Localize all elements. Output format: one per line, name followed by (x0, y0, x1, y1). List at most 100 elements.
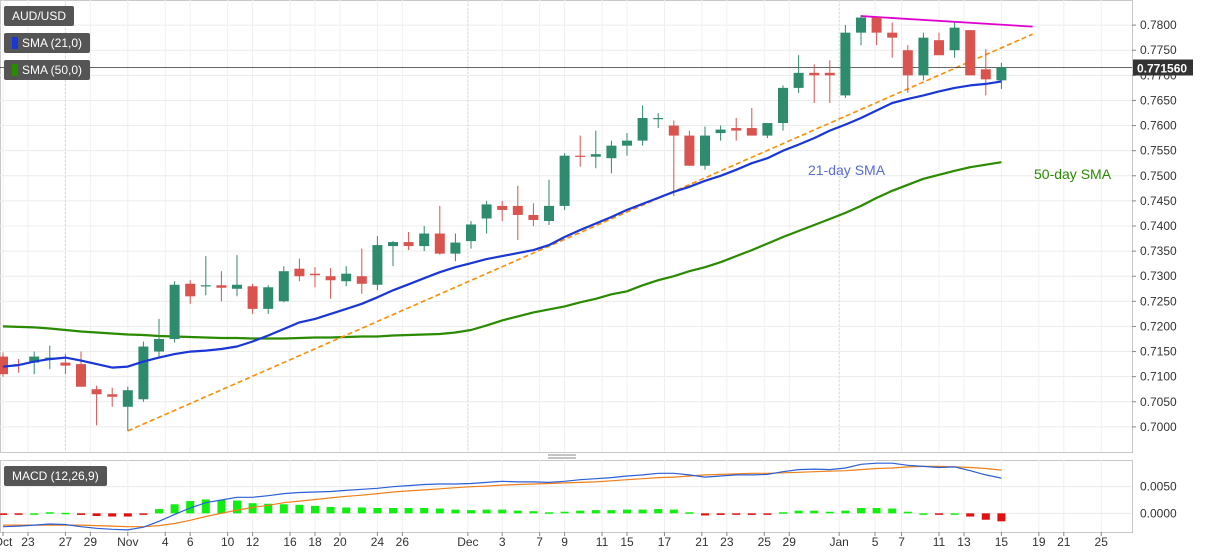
candle-body (325, 276, 336, 281)
candle-body (388, 242, 398, 247)
price-tick-label: 0.7750 (1140, 43, 1177, 57)
candle-body (372, 245, 383, 285)
time-tick-label: 23 (720, 535, 734, 549)
price-tick-label: 0.7400 (1140, 219, 1177, 233)
macd-histogram-bar (498, 509, 507, 514)
candle-body (746, 128, 757, 136)
macd-histogram-bar (591, 510, 600, 514)
macd-histogram-bar (669, 509, 678, 514)
macd-histogram-bar (857, 508, 865, 514)
macd-histogram-bar (123, 513, 132, 517)
time-tick-label: 13 (957, 535, 971, 549)
candle-body (559, 155, 570, 206)
time-tick-label: 21 (695, 535, 709, 549)
macd-histogram-bar (841, 510, 850, 514)
macd-histogram-bar (201, 499, 210, 514)
macd-histogram-bar (295, 504, 304, 514)
price-tick-label: 0.7250 (1140, 294, 1177, 308)
candle-body (310, 273, 320, 276)
legend-macd-label: MACD (12,26,9) (12, 469, 99, 483)
macd-histogram-bar (373, 508, 382, 514)
candle-body (169, 284, 180, 339)
price-tick-label: 0.7650 (1140, 93, 1177, 107)
macd-tick-label: 0.0000 (1140, 506, 1177, 520)
macd-histogram-bar (357, 507, 366, 514)
time-tick-label: 24 (371, 535, 385, 549)
time-tick-label: 19 (1032, 535, 1046, 549)
macd-histogram-bar (467, 510, 475, 514)
candle-body (450, 242, 461, 254)
candle-body (965, 30, 976, 76)
time-tick-label: 18 (308, 535, 322, 549)
annotation-50-day-sma: 50-day SMA (1034, 166, 1112, 182)
candles (0, 15, 1007, 431)
macd-histogram-bar (30, 513, 39, 515)
candle-body (216, 285, 227, 288)
candle-body (809, 72, 820, 76)
candle-body (512, 205, 523, 215)
legend-symbol: AUD/USD (4, 6, 75, 26)
time-tick-label: 21 (1057, 535, 1071, 549)
legend-sma50: SMA (50,0) (4, 60, 91, 80)
macd-histogram-bar (763, 513, 772, 515)
macd-histogram-bar (108, 513, 117, 517)
time-tick-label: 25 (758, 535, 772, 549)
macd-lines (2, 462, 1002, 531)
macd-histogram-bar (279, 504, 288, 514)
candle-body (934, 40, 944, 56)
price-tick-label: 0.7800 (1140, 18, 1177, 32)
price-y-axis: 0.7000 0.7050 0.7100 0.7150 0.7200 0.7250 0.73… (1132, 18, 1177, 434)
time-tick-label: Dec (457, 535, 478, 549)
candle-body (684, 135, 695, 166)
macd-histogram-bar (311, 505, 319, 514)
macd-histogram-bar (623, 509, 631, 514)
macd-histogram-bar (794, 510, 803, 514)
x-axis: Oct 23 27 29 Nov 4 6 10 12 16 18 20 24 26 Dec 3 7 9 11 15 17… (0, 532, 1108, 549)
candle-body (0, 356, 8, 375)
macd-histogram-bar (482, 509, 491, 514)
macd-histogram-bar (155, 509, 163, 514)
time-tick-label: 6 (187, 535, 194, 549)
macd-histogram-bar (451, 509, 460, 514)
candle-body (481, 204, 492, 219)
legend-macd: MACD (12,26,9) (4, 466, 107, 486)
macd-line (2, 462, 1002, 531)
resistance-trendline (860, 15, 1033, 28)
candle-body (419, 233, 430, 247)
candle-body (497, 205, 508, 210)
sma50-line-group (2, 161, 1002, 340)
candle-body (778, 87, 788, 124)
time-tick-label: Nov (117, 535, 138, 549)
candle-body (154, 339, 164, 352)
candle-body (122, 390, 133, 407)
candle-body (356, 276, 367, 284)
trendlines (0, 15, 1132, 432)
time-tick-label: 11 (596, 535, 609, 549)
candle-body (762, 123, 773, 136)
sma21-swatch (12, 37, 18, 49)
price-tick-label: 0.7350 (1140, 244, 1177, 258)
candle-body (887, 32, 898, 38)
macd-histogram-bar (529, 511, 538, 514)
candle-body (341, 273, 352, 282)
price-tick-label: 0.7550 (1140, 144, 1177, 158)
candle-body (996, 67, 1007, 81)
candle-body (263, 287, 274, 309)
price-tick-label: 0.7300 (1140, 269, 1177, 283)
sma50-swatch (12, 64, 18, 76)
time-tick-label: Oct (0, 535, 13, 549)
macd-histogram-bar (45, 512, 54, 514)
time-tick-label: 26 (396, 535, 410, 549)
macd-histogram-bar (981, 513, 990, 520)
candle-body (466, 224, 476, 242)
time-tick-label: 7 (898, 535, 905, 549)
candle-body (856, 17, 866, 33)
support-trendline (127, 33, 1033, 432)
macd-histogram-bar (919, 513, 928, 515)
time-tick-label: 27 (59, 535, 73, 549)
candle-body (544, 205, 554, 221)
candle-body (902, 50, 913, 76)
macd-histogram-bar (903, 511, 912, 514)
macd-histogram-bar (420, 508, 429, 514)
time-tick-label: 7 (536, 535, 543, 549)
